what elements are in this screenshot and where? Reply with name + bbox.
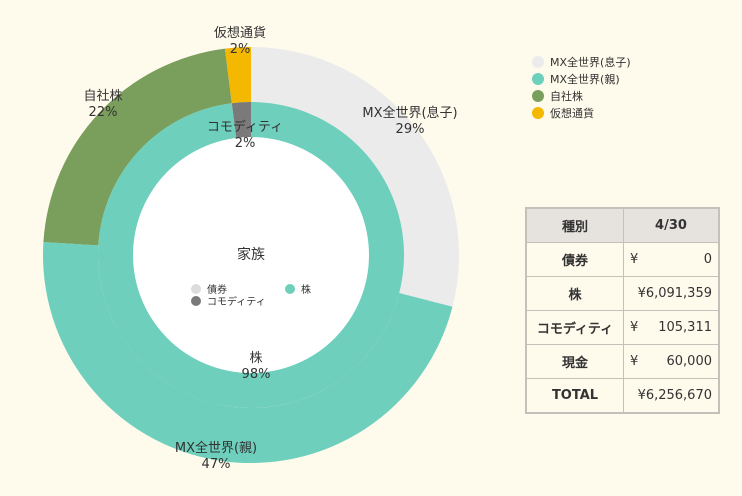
legend-dot [532,106,544,119]
slice-percent-label: 29% [396,122,425,137]
legend-item[interactable]: 仮想通貨 [532,104,631,121]
outer-slice[interactable] [42,241,453,464]
summary-table: 種別 4/30 債券 ¥0 株 ¥6,091,359 コモディティ ¥105,3… [525,207,720,414]
slice-percent-label: 98% [242,367,271,382]
row-label: 債券 [525,242,624,277]
slice-name-label: MX全世界(親) [175,440,257,456]
center-title: 家族 [237,246,265,263]
inner-legend-label: コモディティ [207,295,266,308]
row-value: ¥6,256,670 [623,378,720,414]
row-label: TOTAL [525,378,624,414]
legend-label: 仮想通貨 [550,106,594,120]
row-label: 株 [525,276,624,311]
table-row: 現金 ¥60,000 [525,344,720,379]
table-row: 債券 ¥0 [525,242,720,277]
outer-slice[interactable] [43,48,232,246]
table-row: コモディティ ¥105,311 [525,310,720,345]
slice-name-label: 株 [249,351,262,366]
slice-percent-label: 22% [89,105,118,120]
slice-percent-label: 2% [230,42,251,57]
table-header-row: 種別 4/30 [525,207,720,243]
row-label: コモディティ [525,310,624,345]
inner-legend-dot [191,284,201,294]
row-value: ¥6,091,359 [623,276,720,311]
table-row: 株 ¥6,091,359 [525,276,720,311]
column-header-type: 種別 [525,207,624,243]
slice-name-label: コモディティ [207,119,283,135]
slice-name-label: MX全世界(息子) [362,105,457,121]
legend-label: MX全世界(親) [550,72,620,86]
outer-slice[interactable] [224,47,251,104]
column-header-date: 4/30 [623,207,720,243]
legend-item[interactable]: 自社株 [532,87,631,104]
row-value: ¥0 [623,242,720,277]
row-label: 現金 [525,344,624,379]
slice-percent-label: 47% [202,457,231,472]
legend-dot [532,72,544,85]
legend-item[interactable]: MX全世界(息子) [532,53,631,70]
inner-legend-label: 株 [301,283,311,296]
row-value: ¥105,311 [623,310,720,345]
slice-name-label: 自社株 [83,88,122,104]
inner-legend-label: 債券 [207,283,227,296]
legend-label: 自社株 [550,89,583,103]
donut-hole [133,137,369,373]
legend-item[interactable]: MX全世界(親) [532,70,631,87]
slice-percent-label: 2% [235,136,256,151]
inner-legend-dot [191,296,201,306]
legend-label: MX全世界(息子) [550,55,631,69]
donut-chart: MX全世界(息子)29%MX全世界(親)47%自社株22%仮想通貨2%株98%コ… [42,25,459,472]
outer-slice[interactable] [251,47,459,307]
row-value: ¥60,000 [623,344,720,379]
table-row-total: TOTAL ¥6,256,670 [525,378,720,414]
inner-legend-dot [285,284,295,294]
slice-name-label: 仮想通貨 [214,25,266,41]
legend-dot [532,89,544,102]
legend: MX全世界(息子) MX全世界(親) 自社株 仮想通貨 [532,53,631,121]
legend-dot [532,55,544,68]
